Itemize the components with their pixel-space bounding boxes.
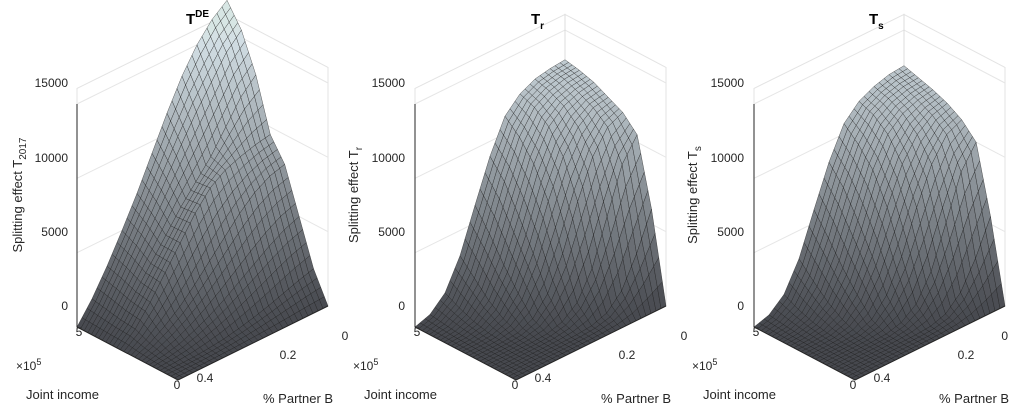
y-tick-label: 0.2 [958,348,975,362]
panel-tde: 15000 10000 5000 0 5 0 ×105 0.4 0.2 0 Jo… [10,0,349,403]
chart-title: Tr [531,11,544,32]
z-tick-label: 15000 [711,76,745,90]
x-tick-label: 5 [753,325,760,339]
z-tick-label: 0 [737,299,744,313]
z-tick-label: 15000 [372,76,406,90]
z-tick-label: 5000 [378,225,405,239]
z-tick-label: 5000 [41,225,68,239]
y-axis-label: % Partner B [263,391,333,403]
x-tick-label: 5 [414,325,421,339]
panel-tr: 15000 10000 5000 0 5 0 ×105 0.4 0.2 0 Jo… [346,11,688,403]
z-tick-label: 15000 [35,76,69,90]
y-tick-label: 0 [681,329,688,343]
y-tick-label: 0.4 [874,371,891,385]
x-axis-label: Joint income [703,387,776,402]
x-exponent-label: ×105 [692,357,717,373]
z-tick-label: 0 [398,299,405,313]
x-axis-line [414,326,517,381]
chart-title: TDE [186,9,209,28]
z-tick-label: 10000 [35,151,69,165]
z-tick-label: 0 [61,299,68,313]
z-tick-label: 5000 [717,225,744,239]
x-axis-label: Joint income [26,387,99,402]
x-tick-label: 0 [174,378,181,392]
y-axis-label: % Partner B [939,391,1009,403]
x-tick-label: 0 [512,378,519,392]
z-axis-label: Splitting effect Tr [346,146,365,243]
y-tick-label: 0.2 [280,348,297,362]
z-tick-label: 10000 [711,151,745,165]
z-axis-label: Splitting effect Ts [685,146,704,244]
y-tick-label: 0.4 [197,371,214,385]
chart-title: Ts [869,11,884,32]
z-axis-label: Splitting effect T2017 [10,137,29,252]
x-axis-label: Joint income [364,387,437,402]
y-tick-label: 0.4 [535,371,552,385]
x-exponent-label: ×105 [16,357,41,373]
x-axis-line [753,326,856,381]
x-exponent-label: ×105 [353,357,378,373]
y-axis-line [854,305,1006,381]
y-axis-label: % Partner B [601,391,671,403]
x-tick-label: 5 [76,325,83,339]
y-tick-label: 0 [1001,329,1008,343]
y-axis-line [177,305,329,381]
z-tick-label: 10000 [372,151,406,165]
panel-ts: 15000 10000 5000 0 5 0 ×105 0.4 0.2 0 Jo… [685,11,1009,403]
y-tick-label: 0 [342,329,349,343]
y-axis-line [515,305,667,381]
y-tick-label: 0.2 [619,348,636,362]
x-axis-line [76,326,179,381]
x-tick-label: 0 [850,378,857,392]
